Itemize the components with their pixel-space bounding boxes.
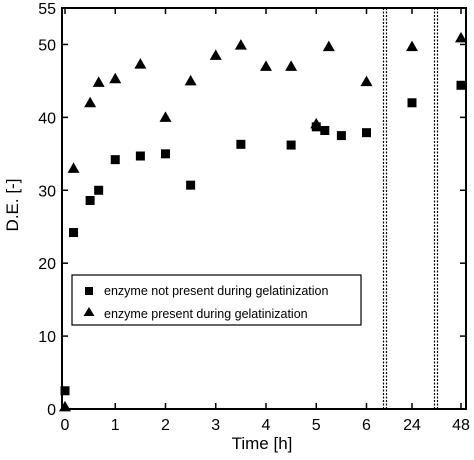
series-enzyme-present [59,31,467,412]
data-point-triangle [109,72,122,84]
x-axis-label: Time [h] [232,434,293,453]
data-point-triangle [134,58,147,69]
x-tick-label: 0 [61,417,70,434]
data-point-triangle [455,31,467,43]
data-point-square [236,139,246,149]
data-point-square [336,131,346,141]
y-tick-label: 30 [38,183,56,200]
data-point-square [286,140,296,150]
legend-marker-triangle [83,307,95,316]
data-point-triangle [159,111,172,122]
data-point-triangle [59,400,71,412]
x-tick-label: 4 [262,417,271,434]
y-tick-label: 10 [38,329,56,346]
data-point-square [407,98,417,108]
data-point-triangle [234,39,247,50]
data-point-triangle [209,49,222,60]
x-tick-label: 5 [312,417,321,434]
legend-label-enzyme-present: enzyme present during gelatinization [104,307,308,321]
y-tick-label: 0 [47,402,56,419]
data-point-triangle [406,40,418,52]
plot-frame [61,7,467,410]
x-tick-label: 2 [161,417,170,434]
data-point-square [161,149,170,159]
legend-label-enzyme-not-present: enzyme not present during gelatinization [104,284,328,298]
data-point-square [135,151,145,161]
data-point-triangle [285,60,298,71]
data-point-square [320,125,330,135]
legend: enzyme not present during gelatinization… [71,274,362,326]
data-point-triangle [184,74,197,86]
y-tick-label: 55 [38,1,56,18]
x-tick-label: 6 [362,417,371,434]
data-point-square [186,180,196,190]
series-enzyme-not-present [60,80,466,396]
legend-marker-square [85,287,93,295]
data-point-triangle [322,40,335,52]
data-point-triangle [360,75,373,87]
data-point-triangle [260,60,272,71]
x-tick-label: 24 [403,417,421,434]
x-tick-label: 3 [211,417,220,434]
data-point-triangle [84,96,97,108]
legend-box [71,274,362,326]
data-point-square [110,155,120,165]
y-tick-label: 50 [38,37,56,54]
data-point-square [362,128,371,138]
x-tick-label: 1 [111,417,120,434]
data-point-square [85,195,95,205]
data-point-triangle [310,117,323,129]
data-point-square [456,80,466,90]
data-point-triangle [67,162,80,173]
y-tick-label: 40 [38,110,56,127]
data-point-square [94,185,104,195]
data-point-triangle [92,76,105,87]
y-tick-label: 20 [38,256,56,273]
data-point-square [60,386,70,396]
y-axis-label: D.E. [-] [3,179,22,232]
data-point-square [69,228,79,238]
x-tick-label: 48 [452,417,470,434]
